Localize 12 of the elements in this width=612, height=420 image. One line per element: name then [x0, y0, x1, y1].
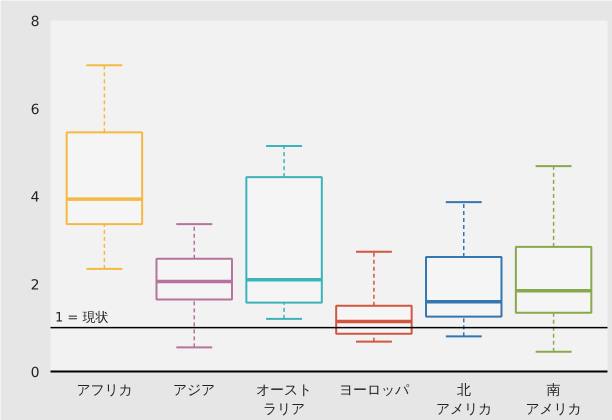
y-tick-label: 6: [30, 102, 40, 118]
x-tick-label: アジア: [173, 382, 216, 398]
x-tick-label: アフリカ: [76, 382, 132, 398]
y-tick-label: 4: [30, 190, 40, 206]
x-tick-label: 北アメリカ: [436, 382, 492, 418]
x-tick-label: オーストラリア: [256, 382, 312, 418]
x-tick-label: 南アメリカ: [526, 382, 582, 418]
y-tick-label: 0: [30, 365, 40, 381]
y-tick-label: 8: [30, 14, 40, 30]
y-tick-label: 2: [30, 277, 40, 294]
ref-line-label: 1 = 現状: [54, 310, 108, 326]
x-tick-label: ヨーロッパ: [338, 382, 410, 398]
